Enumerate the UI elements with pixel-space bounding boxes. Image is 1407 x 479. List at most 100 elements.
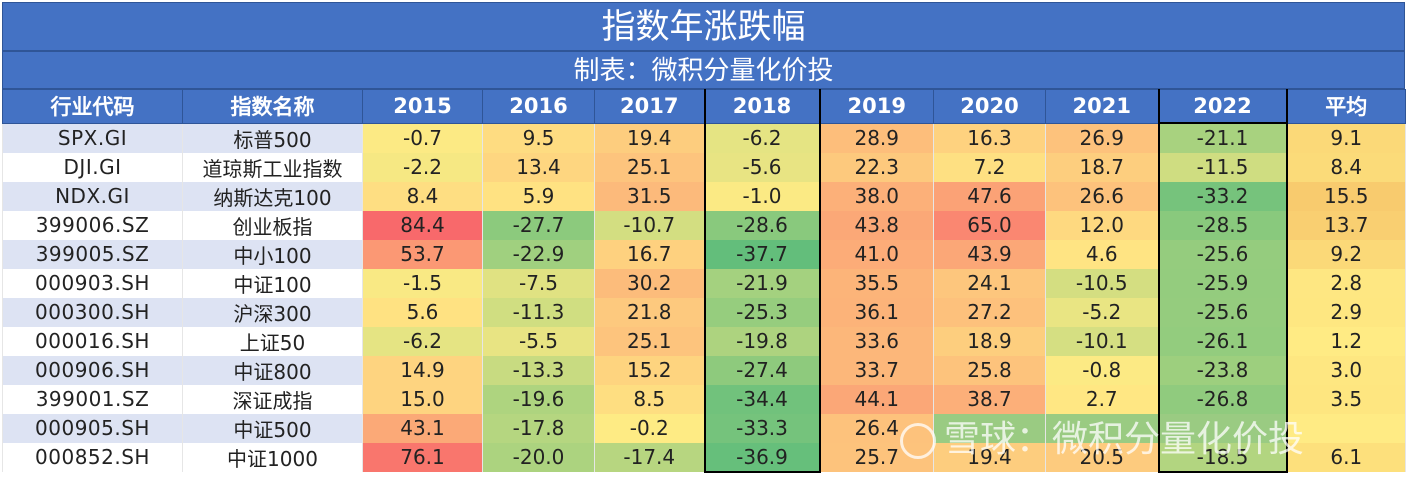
- return-cell: -26.8: [1157, 384, 1288, 414]
- return-cell: -27.4: [703, 355, 821, 385]
- return-cell: 76.1: [362, 442, 483, 472]
- return-cell: 19.4: [594, 123, 705, 153]
- return-cell: 25.8: [933, 355, 1046, 385]
- return-cell: -27.7: [482, 210, 595, 240]
- return-cell: -17.4: [594, 442, 705, 472]
- return-cell: 33.7: [819, 355, 934, 385]
- table-row: 000906.SH 中证800 14.9 -13.3 15.2 -27.4 33.7 25.8…: [2, 355, 1406, 385]
- table-row: 000903.SH 中证100 -1.5 -7.5 30.2 -21.9 35.5 24.1-…: [2, 268, 1406, 298]
- average-cell: 6.1: [1286, 442, 1406, 472]
- index-name-cell: 道琼斯工业指数: [182, 152, 363, 182]
- average-cell: 9.2: [1286, 239, 1406, 269]
- return-cell: 15.0: [362, 384, 483, 414]
- index-code-cell: 399005.SZ: [2, 239, 183, 269]
- return-cell: 38.7: [933, 384, 1046, 414]
- return-cell: -11.3: [482, 297, 595, 327]
- index-name-cell: 中证1000: [182, 442, 363, 472]
- return-cell: 38.0: [819, 181, 934, 211]
- return-cell: 21.8: [594, 297, 705, 327]
- return-cell: -0.7: [362, 123, 483, 153]
- column-header: 指数名称: [182, 89, 363, 124]
- return-cell: -10.7: [594, 210, 705, 240]
- return-cell: -23.8: [1157, 355, 1288, 385]
- index-name-cell: 中证800: [182, 355, 363, 385]
- return-cell: -34.4: [703, 384, 821, 414]
- column-header: 2020: [933, 89, 1046, 124]
- return-cell: 5.6: [362, 297, 483, 327]
- index-name-cell: 中证500: [182, 413, 363, 443]
- average-cell: 9.1: [1286, 123, 1406, 153]
- return-cell: -0.2: [594, 413, 705, 443]
- return-cell: 35.5: [819, 268, 934, 298]
- column-header: 2022: [1157, 89, 1288, 124]
- index-code-cell: 399001.SZ: [2, 384, 183, 414]
- return-cell: -5.6: [703, 152, 821, 182]
- return-cell: 43.8: [819, 210, 934, 240]
- table-row: 399005.SZ 中小100 53.7 -22.9 16.7 -37.7 41.0 43.9…: [2, 239, 1406, 269]
- return-cell: 26.9: [1045, 123, 1159, 153]
- table-subtitle: 制表：微积分量化价投: [2, 51, 1405, 89]
- return-cell: 7.2: [933, 152, 1046, 182]
- table-row: 000905.SH 中证500 43.1 -17.8 -0.2 -33.3 26.4: [2, 413, 1406, 443]
- return-cell: 53.7: [362, 239, 483, 269]
- return-cell: -37.7: [703, 239, 821, 269]
- return-cell: -25.6: [1157, 297, 1288, 327]
- return-cell: -11.5: [1157, 152, 1288, 182]
- index-name-cell: 深证成指: [182, 384, 363, 414]
- table-row: NDX.GI 纳斯达克100 8.4 5.9 31.5 -1.0 38.0 47.6 26.6-…: [2, 181, 1406, 211]
- return-cell: 8.5: [594, 384, 705, 414]
- return-cell: 25.1: [594, 152, 705, 182]
- return-cell: 2.7: [1045, 384, 1159, 414]
- return-cell: [933, 413, 1046, 443]
- table-row: 399006.SZ 创业板指 84.4 -27.7 -10.7 -28.6 43.8 65.0…: [2, 210, 1406, 240]
- return-cell: 27.2: [933, 297, 1046, 327]
- table-row: SPX.GI 标普500 -0.7 9.5 19.4 -6.2 28.9 16.3 26.9 -2…: [2, 122, 1406, 153]
- return-cell: -0.8: [1045, 355, 1159, 385]
- average-cell: 15.5: [1286, 181, 1406, 211]
- index-name-cell: 纳斯达克100: [182, 181, 363, 211]
- return-cell: -33.2: [1157, 181, 1288, 211]
- return-cell: 28.9: [819, 123, 934, 153]
- index-name-cell: 中小100: [182, 239, 363, 269]
- index-code-cell: SPX.GI: [2, 123, 183, 153]
- return-cell: -19.6: [482, 384, 595, 414]
- return-cell: -10.5: [1045, 268, 1159, 298]
- column-header: 2019: [819, 89, 934, 124]
- return-cell: -17.8: [482, 413, 595, 443]
- return-cell: 41.0: [819, 239, 934, 269]
- return-cell: 12.0: [1045, 210, 1159, 240]
- column-header: 行业代码: [2, 89, 183, 124]
- index-code-cell: 399006.SZ: [2, 210, 183, 240]
- return-cell: -25.6: [1157, 239, 1288, 269]
- table-row: 000016.SH 上证50 -6.2 -5.5 25.1 -19.8 33.6 18.9 -1…: [2, 326, 1406, 356]
- return-cell: [1157, 413, 1288, 443]
- average-cell: 2.8: [1286, 268, 1406, 298]
- column-header: 2017: [594, 89, 705, 124]
- index-code-cell: 000016.SH: [2, 326, 183, 356]
- return-cell: -1.0: [703, 181, 821, 211]
- return-cell: 9.5: [482, 123, 595, 153]
- index-name-cell: 沪深300: [182, 297, 363, 327]
- table-row: 000852.SH 中证1000 76.1 -20.0 -17.4 -36.9 25.7 19…: [2, 442, 1406, 473]
- return-cell: -28.5: [1157, 210, 1288, 240]
- return-cell: 20.5: [1045, 442, 1159, 472]
- return-cell: 43.9: [933, 239, 1046, 269]
- return-cell: -6.2: [362, 326, 483, 356]
- return-cell: 8.4: [362, 181, 483, 211]
- table-row: 399001.SZ 深证成指 15.0 -19.6 8.5 -34.4 44.1 38.7 2.…: [2, 384, 1406, 414]
- return-cell: -21.9: [703, 268, 821, 298]
- return-cell: 47.6: [933, 181, 1046, 211]
- return-cell: -5.5: [482, 326, 595, 356]
- column-header: 2018: [703, 89, 821, 124]
- return-cell: -25.9: [1157, 268, 1288, 298]
- column-header: 2016: [482, 89, 595, 124]
- index-name-cell: 上证50: [182, 326, 363, 356]
- return-cell: 16.3: [933, 123, 1046, 153]
- table-row: DJI.GI 道琼斯工业指数 -2.2 13.4 25.1 -5.6 22.3 7.2 18.7…: [2, 152, 1406, 182]
- header-row: 行业代码 指数名称 2015 2016 2017 2018 2019 2020 2021 2022…: [2, 89, 1406, 124]
- index-code-cell: 000300.SH: [2, 297, 183, 327]
- return-cell: 18.9: [933, 326, 1046, 356]
- index-code-cell: 000906.SH: [2, 355, 183, 385]
- return-cell: 16.7: [594, 239, 705, 269]
